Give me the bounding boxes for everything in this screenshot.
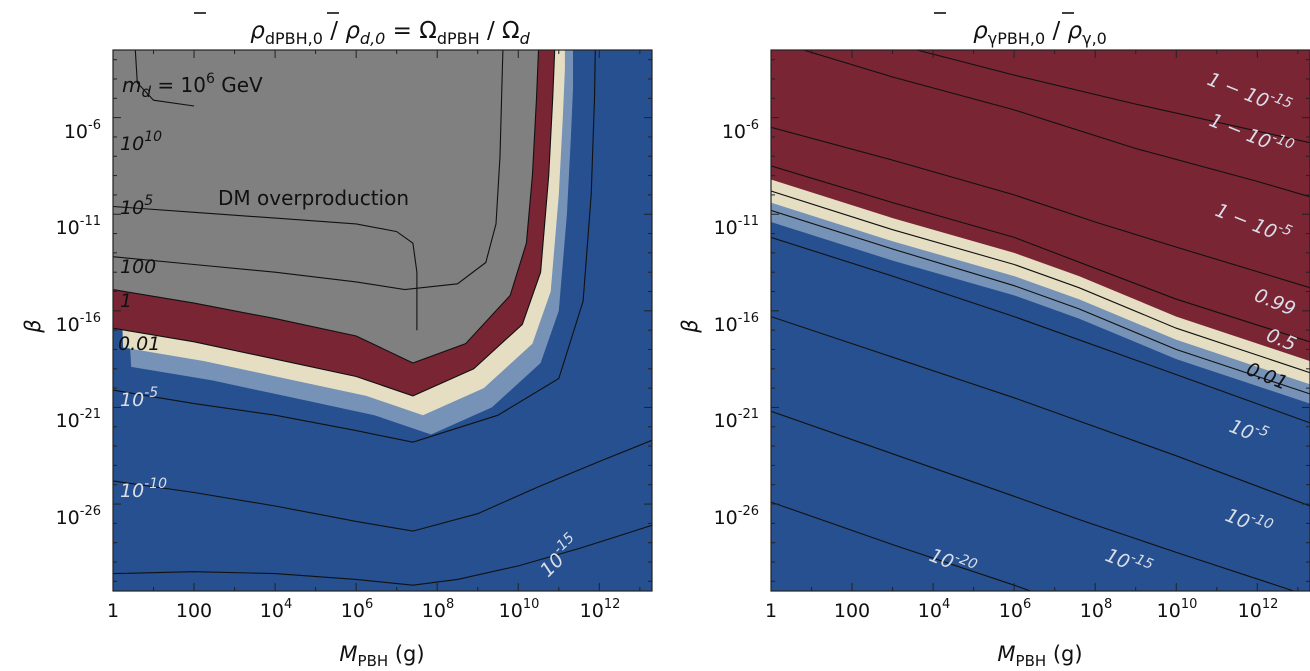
right-high-region bbox=[771, 50, 1310, 362]
left-x-tick-labels: 1 100 104 106 108 1010 1012 bbox=[107, 597, 620, 622]
left-clabel-1e10: 1010 bbox=[120, 129, 162, 155]
right-ytick-1: 10-11 bbox=[714, 214, 759, 239]
right-xtick-2: 104 bbox=[918, 597, 950, 622]
left-title: ρdPBH,0 / ρd,0 = ΩdPBH / Ωd bbox=[250, 18, 530, 48]
left-plot-area bbox=[113, 50, 652, 591]
right-contour-line-0 bbox=[916, 50, 1310, 144]
right-contour-line-5 bbox=[771, 209, 1310, 395]
left-xtick-4: 108 bbox=[422, 597, 454, 622]
left-clabel-1e-5: 10-5 bbox=[120, 385, 158, 411]
right-contour-line-9 bbox=[771, 501, 1031, 591]
right-xlabel: MPBH (g) bbox=[997, 642, 1082, 670]
left-contour-line-7 bbox=[113, 524, 652, 586]
right-clabel-1e-5: 10-5 bbox=[1226, 412, 1271, 450]
left-contour-labels: 1010 105 100 1 0.01 10-5 10-10 10-15 bbox=[118, 129, 578, 582]
left-xlabel: MPBH (g) bbox=[339, 642, 424, 670]
left-xtick-3: 106 bbox=[341, 597, 373, 622]
right-ytick-2: 10-16 bbox=[714, 311, 759, 336]
right-contour-line-2 bbox=[771, 126, 1310, 289]
right-y-tick-labels: 10-6 10-11 10-16 10-21 10-26 bbox=[714, 118, 759, 529]
left-annotation: DM overproduction bbox=[218, 186, 409, 210]
left-contour-line-5 bbox=[113, 50, 596, 443]
right-xtick-0: 1 bbox=[765, 600, 777, 622]
left-ytick-2: 10-16 bbox=[56, 311, 101, 336]
left-contour-line-4 bbox=[113, 50, 556, 397]
left-xtick-0: 1 bbox=[107, 600, 119, 622]
right-x-tick-labels: 1 100 104 106 108 1010 1012 bbox=[765, 597, 1278, 622]
right-title: ργPBH,0 / ργ,0 bbox=[973, 18, 1107, 48]
right-ylabel: β bbox=[678, 319, 702, 333]
left-overproduction-region bbox=[113, 50, 539, 363]
left-clabel-1e5: 105 bbox=[120, 193, 153, 219]
right-contours bbox=[771, 50, 1310, 591]
left-contours bbox=[113, 50, 652, 586]
right-ytick-0: 10-6 bbox=[722, 118, 759, 143]
left-ytick-0: 10-6 bbox=[64, 118, 101, 143]
right-ytick-4: 10-26 bbox=[714, 504, 759, 529]
left-xtick-5: 1010 bbox=[499, 597, 540, 622]
right-contour-line-6 bbox=[771, 236, 1310, 424]
right-xtick-5: 1010 bbox=[1157, 597, 1198, 622]
right-ticks bbox=[770, 50, 1310, 591]
right-plot-area bbox=[771, 50, 1310, 591]
left-contour-line-1 bbox=[113, 205, 418, 331]
left-contour-line-2 bbox=[113, 50, 504, 291]
left-contour-line-0 bbox=[134, 50, 195, 107]
right-xtick-4: 108 bbox=[1080, 597, 1112, 622]
left-ticks bbox=[112, 50, 652, 591]
left-ytick-4: 10-26 bbox=[56, 504, 101, 529]
left-xtick-6: 1012 bbox=[580, 597, 621, 622]
left-clabel-100: 100 bbox=[120, 256, 156, 278]
left-y-tick-labels: 10-6 10-11 10-16 10-21 10-26 bbox=[56, 118, 101, 529]
left-xtick-2: 104 bbox=[260, 597, 292, 622]
right-panel: ργPBH,0 / ργ,0 1 − 10-15 1 − 10-10 1 − 1… bbox=[678, 12, 1310, 670]
right-contour-line-3 bbox=[771, 165, 1310, 343]
right-ytick-3: 10-21 bbox=[714, 407, 759, 432]
left-frame bbox=[112, 49, 653, 592]
right-frame bbox=[770, 49, 1310, 592]
left-contour-line-3 bbox=[113, 50, 540, 364]
left-mass-label: md = 106 GeV bbox=[122, 71, 263, 101]
left-clabel-1e-10: 10-10 bbox=[120, 476, 167, 502]
left-contour-line-6 bbox=[113, 439, 652, 532]
left-ytick-3: 10-21 bbox=[56, 407, 101, 432]
left-ylabel: β bbox=[21, 319, 45, 333]
right-xtick-3: 106 bbox=[999, 597, 1031, 622]
right-contour-line-7 bbox=[771, 316, 1310, 507]
right-contour-line-1 bbox=[803, 50, 1310, 198]
left-panel: ρdPBH,0 / ρd,0 = ΩdPBH / Ωd DM overprodu… bbox=[21, 12, 653, 670]
right-xtick-1: 100 bbox=[834, 600, 870, 622]
right-xtick-6: 1012 bbox=[1238, 597, 1279, 622]
right-contour-line-4 bbox=[771, 190, 1310, 374]
left-xtick-1: 100 bbox=[176, 600, 212, 622]
left-clabel-001: 0.01 bbox=[118, 333, 160, 355]
left-ytick-1: 10-11 bbox=[56, 214, 101, 239]
right-contour-line-8 bbox=[771, 410, 1294, 591]
left-clabel-1: 1 bbox=[120, 290, 132, 312]
